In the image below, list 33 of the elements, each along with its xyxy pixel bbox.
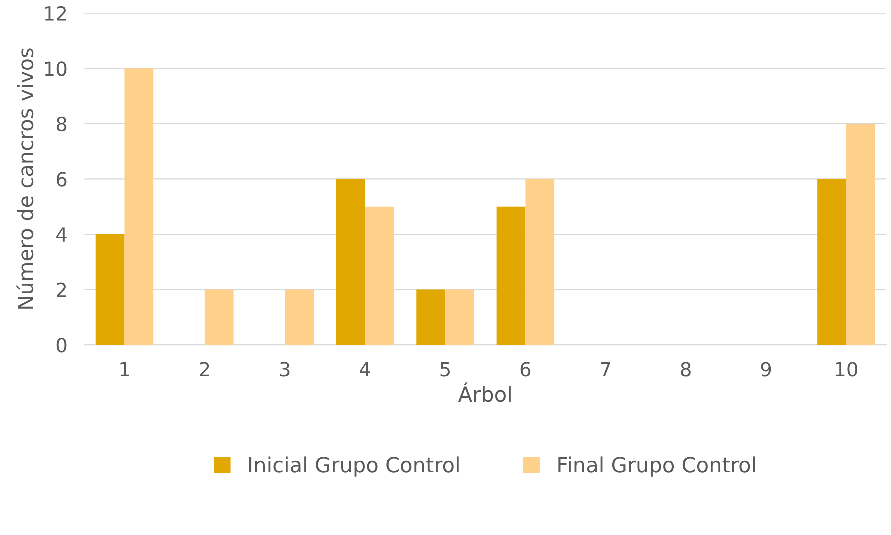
bar — [365, 206, 394, 346]
y-tick-label: 2 — [57, 282, 66, 298]
bar — [496, 206, 526, 346]
x-tick-label: 1 — [120, 362, 130, 377]
bar — [416, 290, 446, 346]
y-axis-title: Número de cancros vivos — [16, 48, 34, 309]
bar — [96, 234, 125, 346]
bar — [204, 290, 234, 346]
x-axis-title: Árbol — [458, 382, 511, 402]
x-tick-label: 4 — [360, 362, 370, 377]
bar — [846, 124, 876, 346]
x-tick-label: 3 — [280, 362, 290, 377]
bar — [124, 68, 154, 346]
y-tick-label: 0 — [56, 338, 67, 353]
bar — [526, 179, 555, 346]
y-tick-label: 10 — [45, 62, 67, 76]
x-tick-label: 8 — [681, 362, 691, 377]
y-tick-label: 6 — [56, 172, 67, 187]
x-tick-label: 9 — [761, 362, 772, 377]
bar — [818, 179, 846, 346]
bar — [336, 179, 366, 346]
x-tick-label: 5 — [440, 362, 450, 377]
y-tick-label: 4 — [56, 228, 67, 242]
x-tick-label: 10 — [836, 362, 858, 377]
x-tick-label: 6 — [520, 362, 531, 377]
y-tick-label: 12 — [45, 6, 66, 21]
legend-label: Inicial Grupo Control — [249, 456, 459, 477]
bar — [446, 290, 474, 346]
x-tick-label: 2 — [200, 362, 210, 377]
x-tick-label: 7 — [601, 362, 610, 377]
legend-label: Final Grupo Control — [558, 456, 756, 477]
y-tick-label: 8 — [56, 116, 67, 132]
bar — [285, 290, 314, 346]
